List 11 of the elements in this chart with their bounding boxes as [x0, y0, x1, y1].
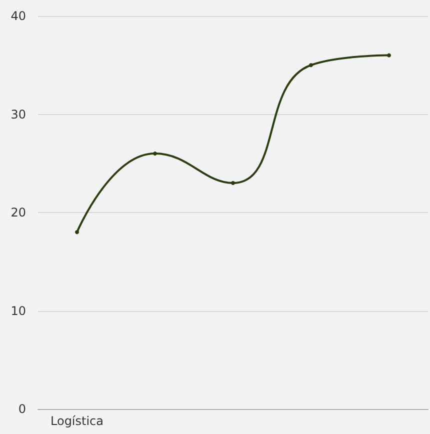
y-tick-label: 0 [18, 402, 26, 416]
point [75, 230, 79, 234]
y-tick-label: 40 [10, 9, 26, 23]
y-tick-label: 10 [10, 304, 26, 318]
x-tick-label: Logística [50, 414, 104, 428]
point [153, 152, 157, 156]
point [231, 181, 235, 186]
point [309, 63, 313, 68]
point [387, 53, 391, 58]
y-tick-label: 30 [10, 107, 26, 122]
y-tick-label: 20 [10, 206, 26, 220]
